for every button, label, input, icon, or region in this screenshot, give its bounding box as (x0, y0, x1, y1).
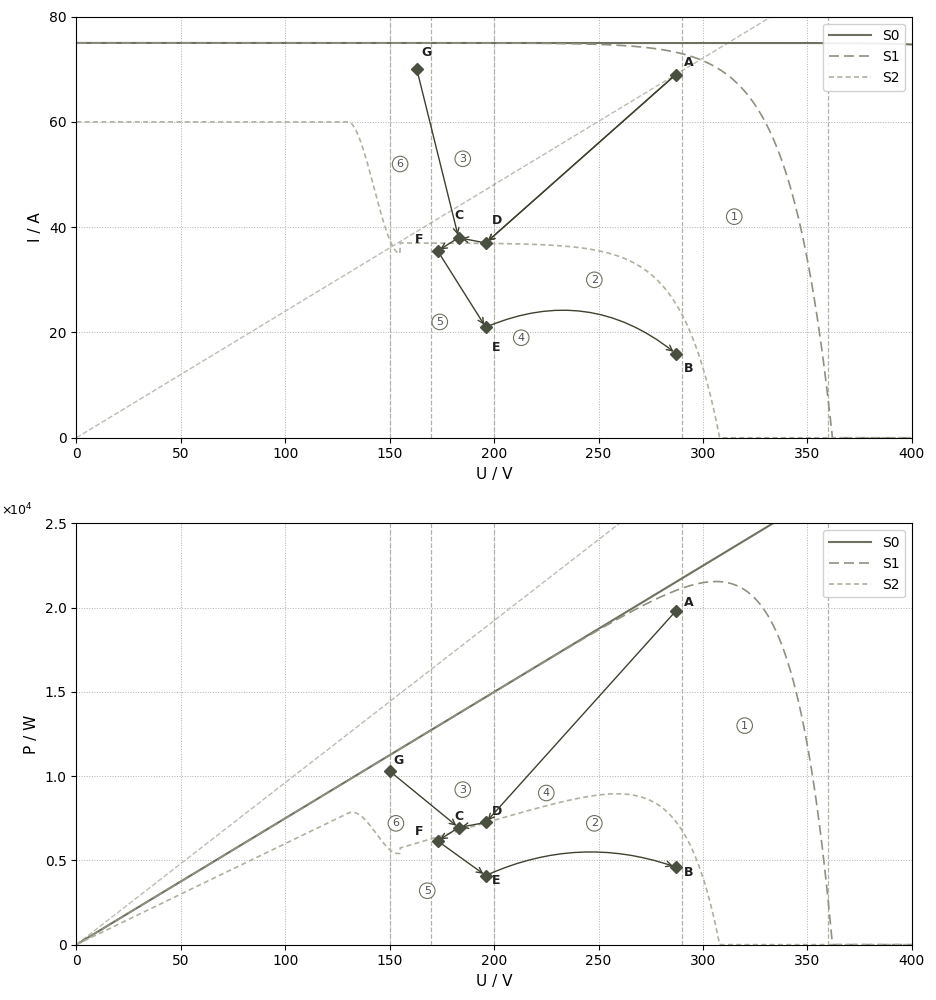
S0 (71, 37, 82, 49)
Text: C: C (454, 810, 463, 823)
S0 (927, 424, 936, 436)
S2 (399, 841, 410, 853)
S2 (911, 432, 922, 444)
Text: 5: 5 (424, 886, 431, 896)
S1 (219, 37, 230, 49)
S0 (71, 939, 82, 951)
Line: S0: S0 (77, 43, 932, 46)
S2 (927, 939, 936, 951)
Text: E: E (492, 341, 501, 354)
S1 (436, 37, 447, 49)
Text: F: F (415, 233, 423, 246)
Line: S1: S1 (77, 582, 932, 945)
Y-axis label: I / A: I / A (28, 212, 43, 242)
S1 (911, 939, 922, 951)
S0 (910, 39, 921, 51)
S2 (436, 830, 447, 842)
S2 (219, 867, 230, 879)
Y-axis label: P / W: P / W (24, 714, 39, 754)
S2 (436, 237, 447, 249)
Text: B: B (684, 866, 694, 879)
Line: S2: S2 (77, 794, 932, 945)
S0 (168, 880, 180, 892)
Text: G: G (394, 754, 404, 767)
Line: S0: S0 (77, 430, 932, 945)
Text: G: G (421, 46, 431, 59)
S1 (71, 939, 82, 951)
Text: 6: 6 (397, 159, 403, 169)
S0 (168, 37, 180, 49)
Text: D: D (492, 214, 503, 227)
S1 (927, 939, 936, 951)
Text: A: A (684, 596, 694, 609)
S2 (911, 939, 922, 951)
Text: C: C (454, 209, 463, 222)
Text: 4: 4 (543, 788, 549, 798)
S1 (710, 576, 722, 588)
S0 (219, 37, 230, 49)
S2 (168, 891, 180, 903)
Text: 3: 3 (460, 785, 466, 795)
S2 (714, 432, 725, 444)
S1 (436, 718, 447, 730)
S0 (436, 37, 447, 49)
X-axis label: U / V: U / V (475, 467, 512, 482)
S0 (910, 433, 921, 445)
S1 (399, 740, 410, 752)
S1 (71, 37, 82, 49)
S0 (927, 40, 936, 52)
Text: 6: 6 (392, 818, 400, 828)
Text: 5: 5 (436, 317, 444, 327)
S2 (71, 939, 82, 951)
Text: 2: 2 (591, 818, 598, 828)
S2 (399, 237, 410, 249)
Text: D: D (492, 805, 503, 818)
Text: 1: 1 (731, 212, 738, 222)
Line: S2: S2 (77, 122, 932, 438)
X-axis label: U / V: U / V (475, 974, 512, 989)
S0 (399, 740, 410, 752)
S0 (818, 37, 829, 49)
S1 (168, 37, 180, 49)
Text: A: A (684, 56, 694, 69)
Text: $\times\!10^4$: $\times\!10^4$ (1, 501, 33, 518)
S0 (399, 37, 410, 49)
S2 (168, 116, 180, 128)
S1 (168, 880, 180, 892)
Text: 1: 1 (741, 721, 748, 731)
S1 (219, 849, 230, 861)
S1 (818, 357, 829, 369)
S1 (399, 37, 410, 49)
S1 (818, 855, 829, 867)
Text: 4: 4 (518, 333, 525, 343)
Text: 3: 3 (460, 154, 466, 164)
S1 (826, 432, 838, 444)
S0 (219, 849, 230, 861)
S1 (927, 432, 936, 444)
S0 (818, 487, 829, 499)
Legend: S0, S1, S2: S0, S1, S2 (824, 530, 905, 597)
S1 (911, 432, 922, 444)
S2 (927, 432, 936, 444)
Text: 2: 2 (591, 275, 598, 285)
Text: F: F (415, 825, 423, 838)
S2 (219, 116, 230, 128)
S2 (611, 788, 622, 800)
Line: S1: S1 (77, 43, 932, 438)
Legend: S0, S1, S2: S0, S1, S2 (824, 24, 905, 91)
S2 (818, 939, 829, 951)
Text: B: B (684, 362, 694, 375)
S2 (71, 116, 82, 128)
Text: E: E (492, 874, 501, 887)
S0 (436, 718, 447, 730)
S2 (818, 432, 829, 444)
